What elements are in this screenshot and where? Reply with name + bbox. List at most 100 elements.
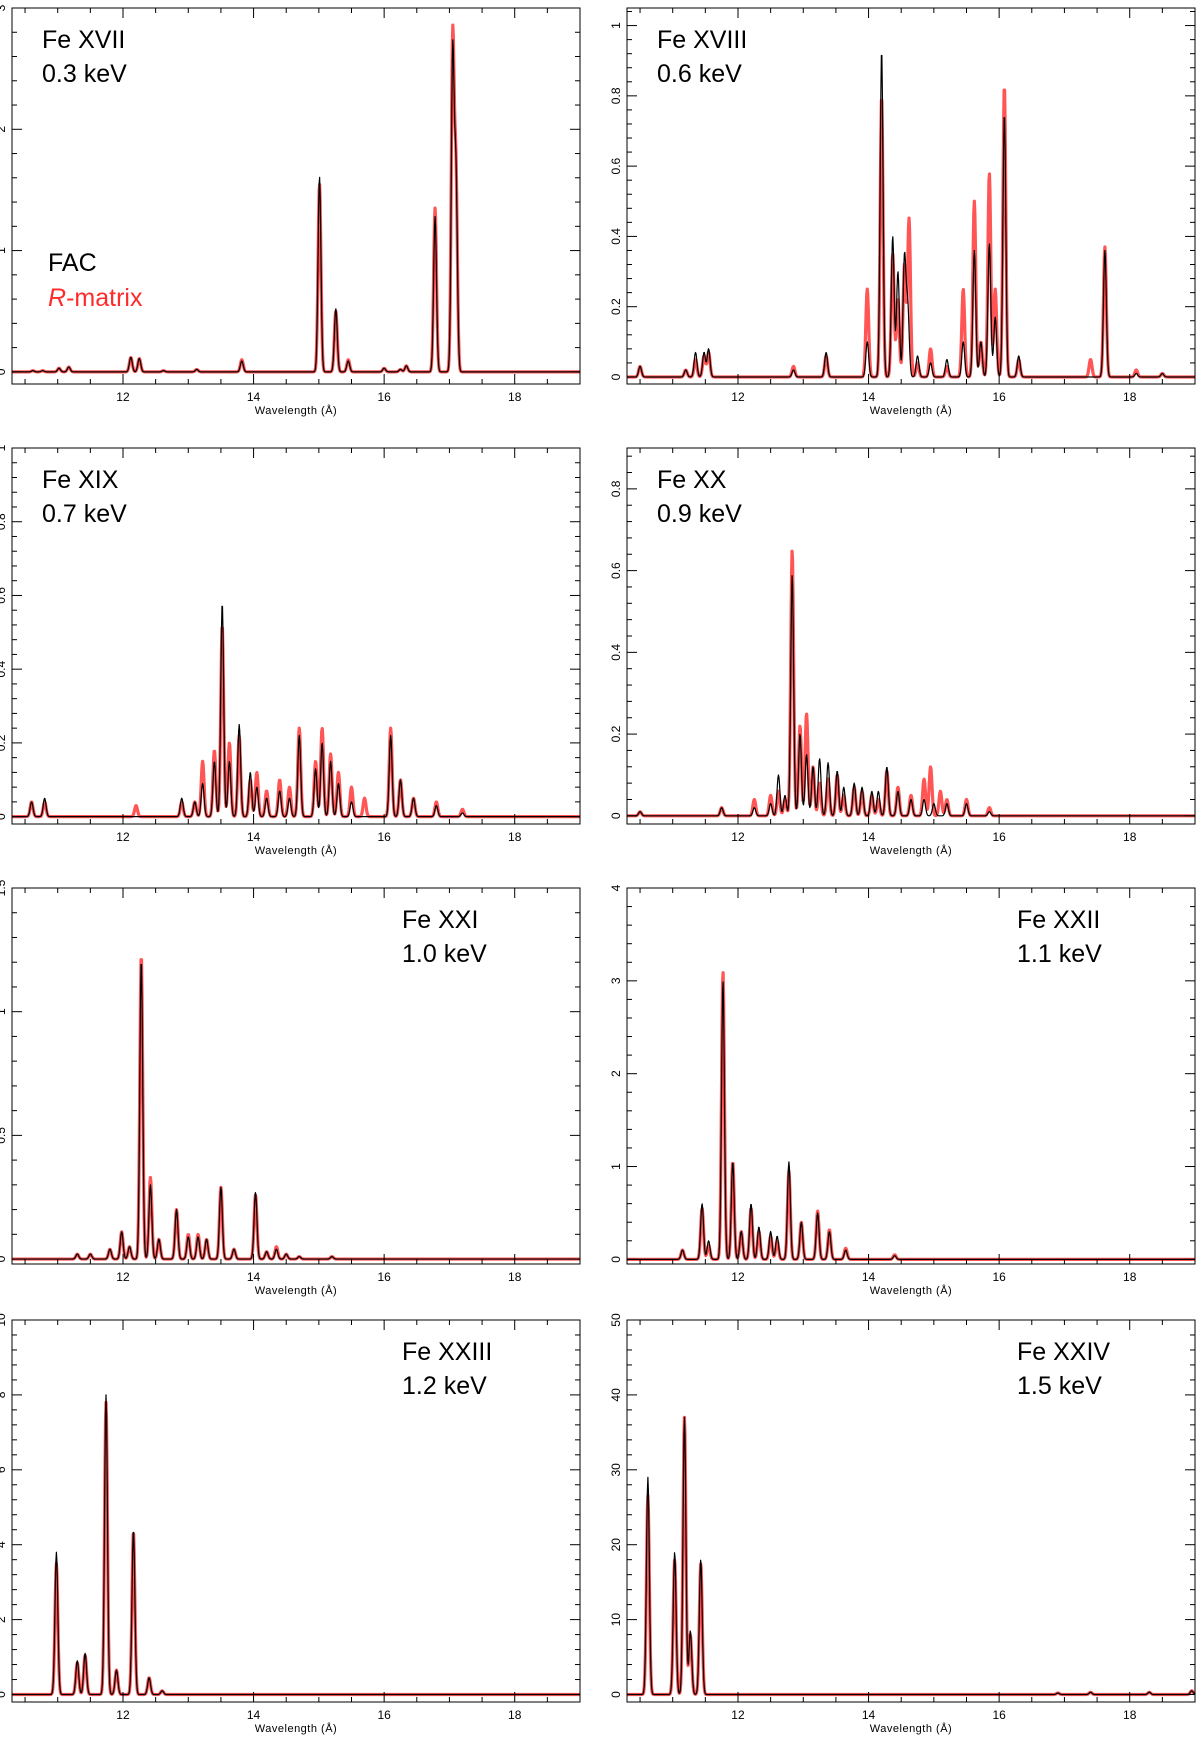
y-tick-label: 0 xyxy=(0,1255,8,1262)
y-tick-label: 0.8 xyxy=(609,87,623,104)
x-tick-label: 16 xyxy=(377,830,391,844)
y-tick-label: 1 xyxy=(609,1163,623,1170)
y-tick-label: 0 xyxy=(609,1691,623,1698)
y-tick-label: 0.4 xyxy=(609,228,623,245)
y-tick-label: 0.6 xyxy=(609,157,623,174)
rmatrix-spectrum-line xyxy=(625,1415,1196,1697)
x-tick-label: 16 xyxy=(377,1270,391,1284)
y-tick-label: 0.2 xyxy=(609,725,623,742)
x-tick-label: 14 xyxy=(862,390,876,404)
rmatrix-spectrum-line xyxy=(10,958,581,1261)
fac-spectrum-line xyxy=(626,54,1195,378)
energy-label: 1.5 keV xyxy=(1017,1372,1102,1400)
y-tick-label: 0 xyxy=(0,1691,8,1698)
fac-spectrum-line xyxy=(626,1416,1196,1696)
y-tick-label: 1.5 xyxy=(0,879,8,896)
ion-label: Fe XXIV xyxy=(1017,1338,1110,1366)
x-tick-label: 18 xyxy=(1123,390,1137,404)
y-tick-label: 1 xyxy=(0,247,8,254)
energy-label: 0.3 keV xyxy=(42,60,127,88)
spectrum-panel: 12 14 16 18 Wavelength (Å) 0 10 20 30 40 50 Fe XXIV… xyxy=(609,1313,1196,1735)
y-tick-label: 0.2 xyxy=(609,298,623,315)
ion-label: Fe XXI xyxy=(402,906,478,934)
x-tick-label: 14 xyxy=(247,390,261,404)
x-tick-label: 14 xyxy=(862,830,876,844)
x-axis-title: Wavelength (Å) xyxy=(870,844,952,857)
x-tick-label: 12 xyxy=(116,1708,130,1722)
rmatrix-spectrum-line xyxy=(10,1400,581,1697)
energy-label: 0.7 keV xyxy=(42,500,127,528)
y-tick-label: 0.6 xyxy=(0,587,8,604)
x-tick-label: 18 xyxy=(1123,830,1137,844)
plot-frame xyxy=(11,447,581,825)
plot-frame xyxy=(11,887,581,1265)
energy-label: 0.6 keV xyxy=(657,60,742,88)
y-tick-label: 20 xyxy=(609,1538,623,1552)
y-tick-label: 10 xyxy=(609,1613,623,1627)
y-tick-label: 0.4 xyxy=(609,644,623,661)
rmatrix-spectrum-line xyxy=(625,549,1196,818)
y-tick-label: 30 xyxy=(609,1463,623,1477)
x-axis-title: Wavelength (Å) xyxy=(870,404,952,417)
spectrum-panel: 12 14 16 18 Wavelength (Å) 0 0.2 0.4 0.6 0.8 1 Fe X… xyxy=(609,7,1196,417)
y-tick-label: 0.2 xyxy=(0,734,8,751)
x-tick-label: 14 xyxy=(862,1708,876,1722)
x-tick-label: 16 xyxy=(992,1270,1006,1284)
y-tick-label: 2 xyxy=(609,1070,623,1077)
y-tick-label: 6 xyxy=(0,1466,8,1473)
energy-label: 1.0 keV xyxy=(402,940,487,968)
x-tick-label: 12 xyxy=(116,1270,130,1284)
x-tick-label: 12 xyxy=(731,1708,745,1722)
x-tick-label: 14 xyxy=(247,1708,261,1722)
fac-spectrum-line xyxy=(626,575,1195,817)
legend-fac: FAC xyxy=(48,249,97,277)
y-tick-label: 3 xyxy=(609,977,623,984)
ion-label: Fe XVII xyxy=(42,26,125,54)
y-tick-label: 50 xyxy=(609,1313,623,1327)
rmatrix-spectrum-line xyxy=(10,626,581,819)
spectrum-panel: 12 14 16 18 Wavelength (Å) 0 0.2 0.4 0.6 0.8 Fe XX… xyxy=(609,447,1196,857)
x-tick-label: 18 xyxy=(1123,1270,1137,1284)
y-tick-label: 1 xyxy=(609,22,623,29)
plot-frame xyxy=(626,1319,1196,1703)
ion-label: Fe XXIII xyxy=(402,1338,492,1366)
y-tick-label: 2 xyxy=(0,126,8,133)
x-tick-label: 16 xyxy=(992,1708,1006,1722)
spectrum-panel: 12 14 16 18 Wavelength (Å) 0 2 4 6 8 10 Fe XXIII 1.2… xyxy=(0,1313,581,1735)
x-tick-label: 14 xyxy=(247,830,261,844)
y-tick-label: 10 xyxy=(0,1313,8,1327)
x-tick-label: 18 xyxy=(508,390,522,404)
plot-frame xyxy=(11,1319,581,1703)
energy-label: 1.1 keV xyxy=(1017,940,1102,968)
fac-spectrum-line xyxy=(11,39,580,373)
x-tick-label: 12 xyxy=(731,390,745,404)
fac-spectrum-line xyxy=(11,605,580,818)
energy-label: 0.9 keV xyxy=(657,500,742,528)
x-tick-label: 12 xyxy=(731,830,745,844)
y-tick-label: 0.5 xyxy=(0,1127,8,1144)
fac-spectrum-line xyxy=(11,964,580,1260)
legend-rmatrix: R-matrix xyxy=(48,284,143,312)
y-tick-label: 4 xyxy=(609,884,623,891)
y-tick-label: 40 xyxy=(609,1388,623,1402)
x-tick-label: 16 xyxy=(992,390,1006,404)
y-tick-label: 2 xyxy=(0,1616,8,1623)
fac-spectrum-line xyxy=(626,981,1195,1260)
rmatrix-spectrum-line xyxy=(625,88,1196,379)
y-tick-label: 1 xyxy=(0,444,8,451)
spectrum-panel: 12 14 16 18 Wavelength (Å) 0 0.5 1 1.5 Fe XXI 1.0 … xyxy=(0,879,581,1297)
x-tick-label: 14 xyxy=(862,1270,876,1284)
x-tick-label: 18 xyxy=(508,1708,522,1722)
y-tick-label: 8 xyxy=(0,1391,8,1398)
x-tick-label: 16 xyxy=(377,1708,391,1722)
plot-frame xyxy=(626,887,1196,1265)
x-axis-title: Wavelength (Å) xyxy=(870,1722,952,1735)
y-tick-label: 0.8 xyxy=(0,513,8,530)
x-tick-label: 12 xyxy=(731,1270,745,1284)
ion-label: Fe XX xyxy=(657,466,727,494)
ion-label: Fe XIX xyxy=(42,466,119,494)
plot-frame xyxy=(11,7,581,385)
